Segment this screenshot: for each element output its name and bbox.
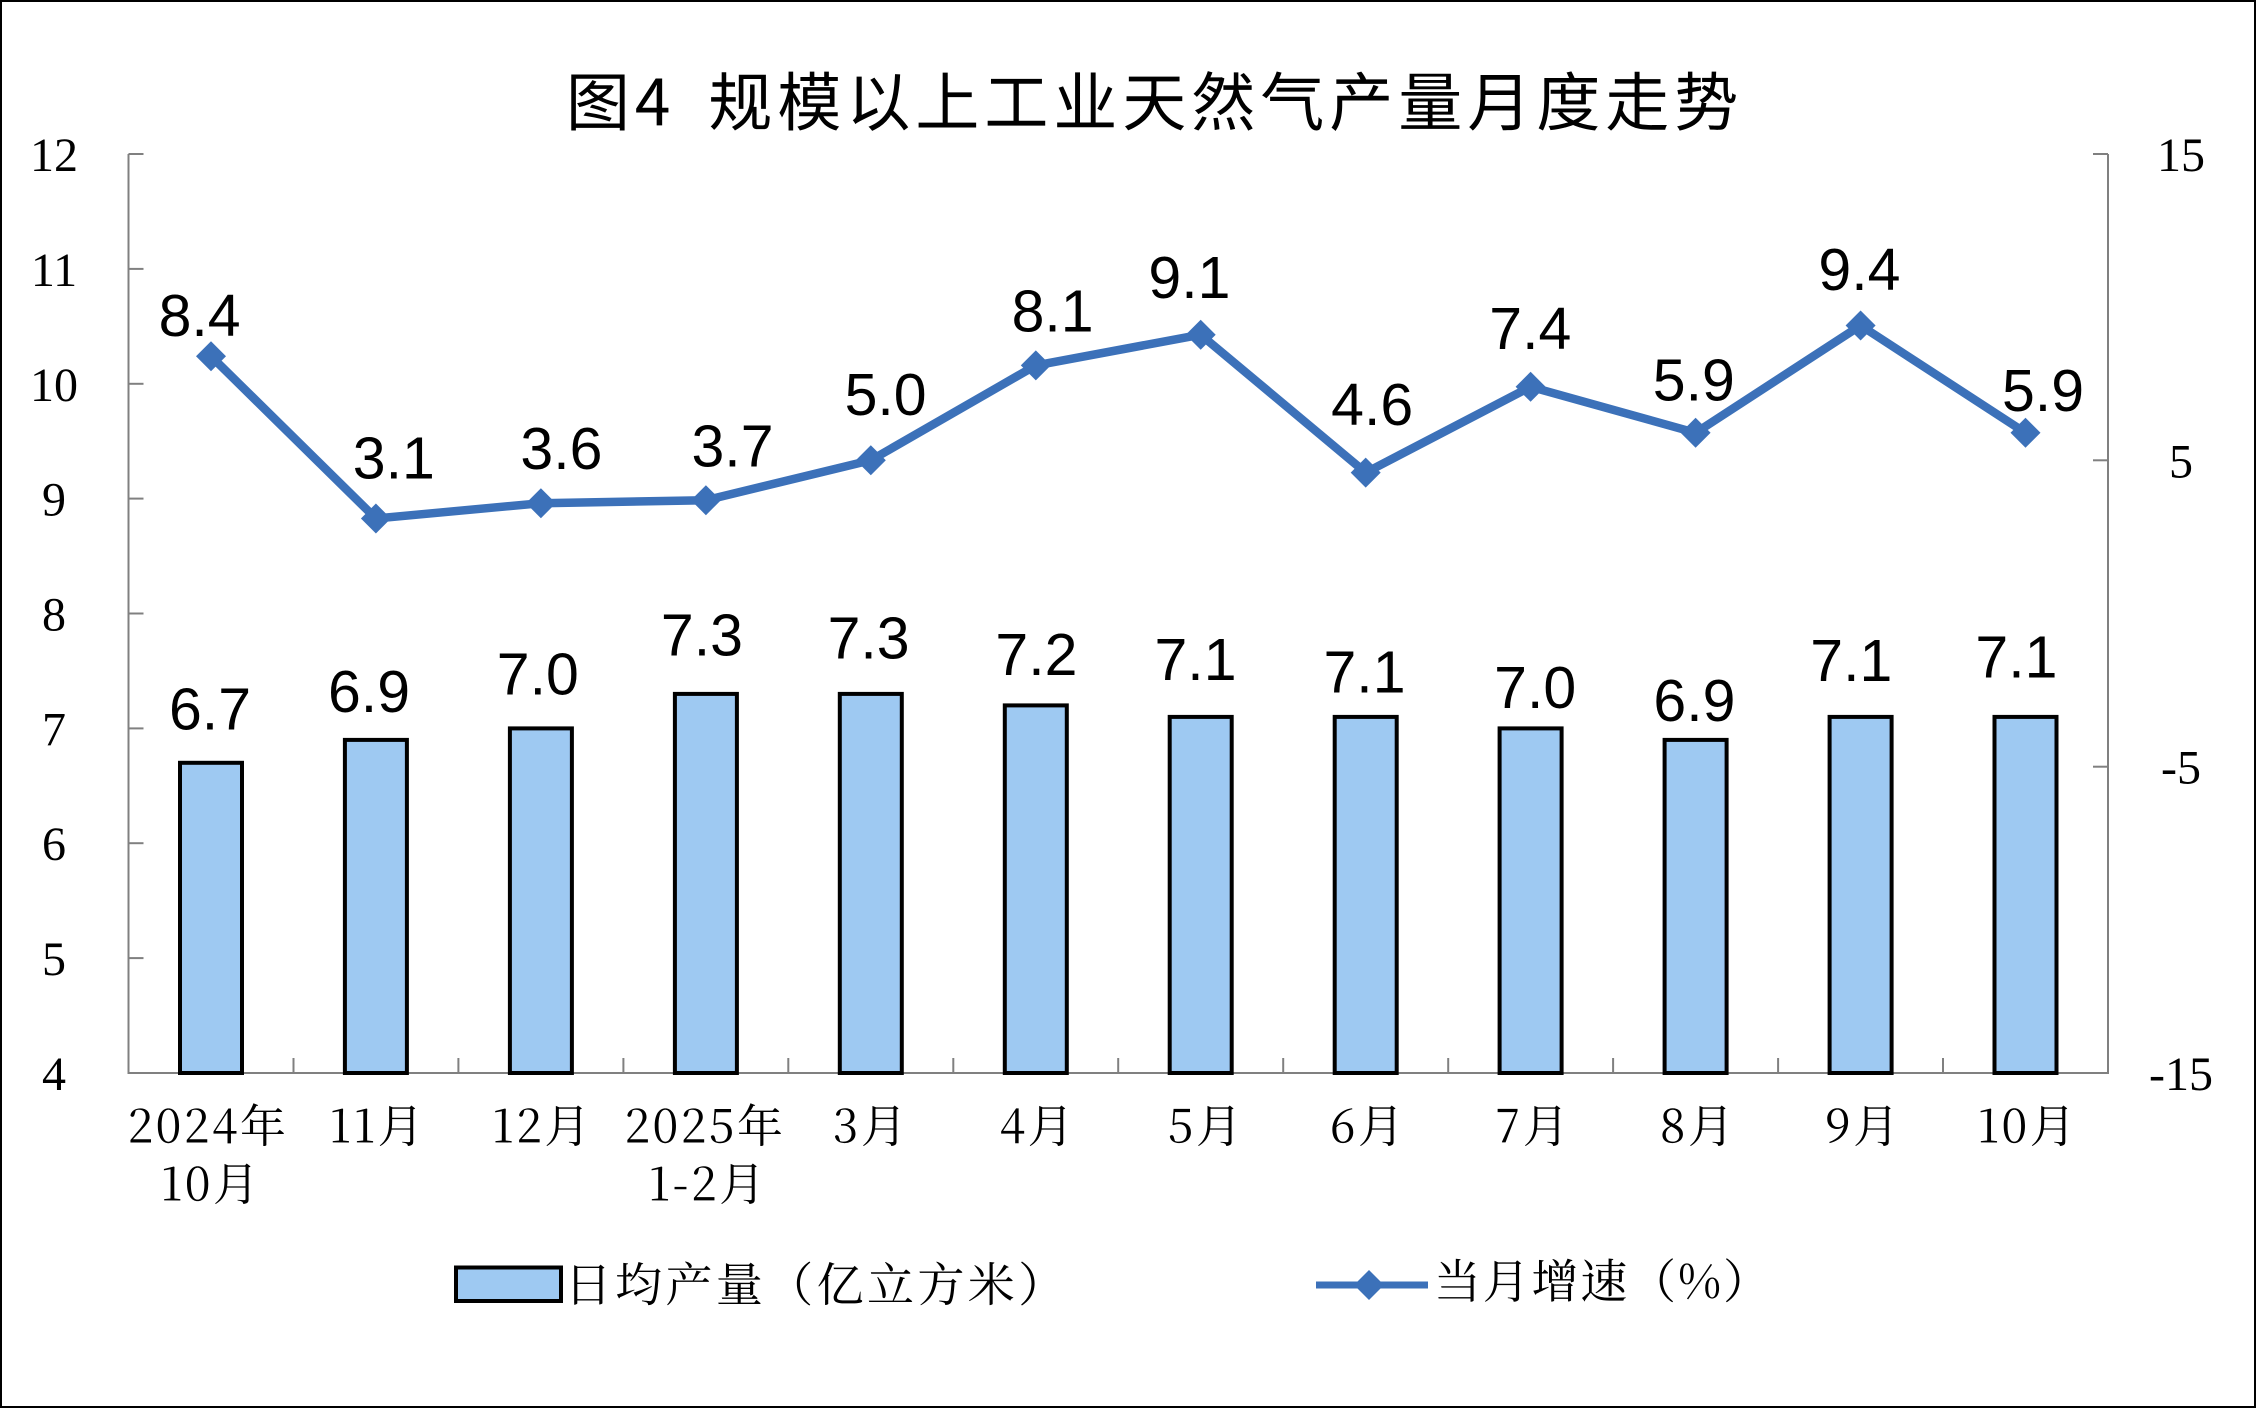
svg-text:-15: -15	[2149, 1048, 2213, 1101]
svg-text:7.1: 7.1	[1975, 625, 2057, 691]
svg-text:12: 12	[30, 129, 78, 182]
svg-text:8.1: 8.1	[1012, 278, 1094, 344]
svg-text:8: 8	[42, 589, 66, 642]
svg-text:9.4: 9.4	[1818, 237, 1900, 303]
svg-text:3.1: 3.1	[353, 426, 435, 492]
svg-text:7.0: 7.0	[497, 642, 579, 708]
svg-text:7.3: 7.3	[828, 606, 910, 672]
svg-text:6.9: 6.9	[1653, 668, 1735, 734]
svg-text:4.6: 4.6	[1331, 372, 1413, 438]
svg-text:5.0: 5.0	[845, 362, 927, 428]
svg-text:11: 11	[31, 244, 77, 297]
svg-text:-5: -5	[2161, 742, 2201, 795]
svg-text:8.4: 8.4	[159, 283, 241, 349]
svg-text:9.1: 9.1	[1148, 245, 1230, 311]
svg-text:3.7: 3.7	[691, 414, 773, 480]
svg-text:6.7: 6.7	[169, 676, 251, 742]
svg-text:5: 5	[2169, 435, 2193, 488]
svg-text:7: 7	[42, 703, 66, 756]
svg-text:6: 6	[42, 818, 66, 871]
svg-text:7.0: 7.0	[1494, 655, 1576, 721]
svg-text:10: 10	[30, 359, 78, 412]
svg-text:7.1: 7.1	[1154, 627, 1236, 693]
svg-text:7.1: 7.1	[1810, 628, 1892, 694]
svg-text:7.2: 7.2	[995, 622, 1077, 688]
svg-text:7.4: 7.4	[1489, 296, 1571, 362]
svg-text:5: 5	[42, 933, 66, 986]
svg-text:5.9: 5.9	[2002, 358, 2084, 424]
svg-text:7.3: 7.3	[661, 602, 743, 668]
svg-text:15: 15	[2157, 129, 2205, 182]
svg-text:3.6: 3.6	[520, 416, 602, 482]
svg-text:7.1: 7.1	[1323, 639, 1405, 705]
svg-text:9: 9	[42, 474, 66, 527]
svg-text:5.9: 5.9	[1653, 348, 1735, 414]
svg-text:6.9: 6.9	[328, 659, 410, 725]
svg-text:4: 4	[42, 1048, 66, 1101]
